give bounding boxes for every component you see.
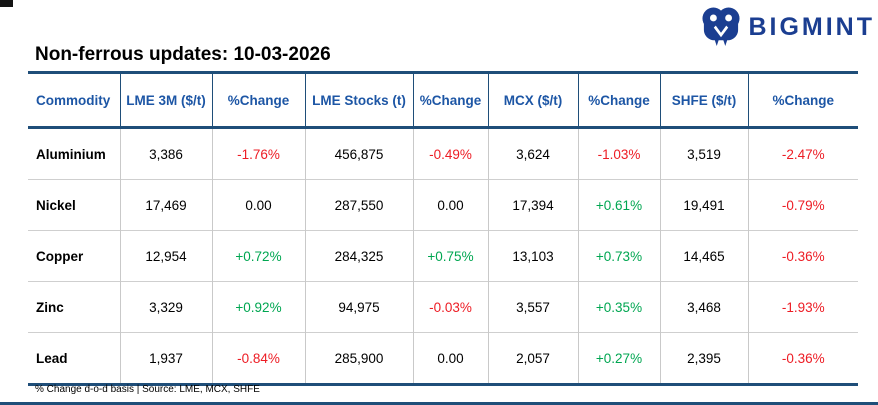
change-cell: -1.03%: [577, 127, 660, 180]
change-cell: 0.00: [211, 179, 305, 231]
change-cell: +0.61%: [577, 179, 660, 231]
commodity-cell: Aluminium: [36, 146, 106, 162]
change-cell: -1.93%: [747, 281, 858, 333]
value-cell: 14,465: [659, 230, 748, 282]
page-title: Non-ferrous updates: 10-03-2026: [35, 44, 331, 65]
col-header-mcx: MCX ($/t): [487, 74, 578, 129]
change-cell: +0.27%: [577, 332, 660, 386]
change-cell: -0.36%: [747, 230, 858, 282]
col-header-shfe-change: %Change: [747, 74, 858, 129]
value-cell: 3,557: [487, 281, 578, 333]
value-cell: 3,624: [487, 127, 578, 180]
change-cell: 0.00: [412, 179, 488, 231]
table-row-nickel: Nickel 17,469 0.00 287,550 0.00 17,394 +…: [28, 179, 858, 231]
value-cell: 3,468: [659, 281, 748, 333]
change-cell: +0.92%: [211, 281, 305, 333]
change-cell: -0.79%: [747, 179, 858, 231]
bottom-divider: [0, 402, 878, 405]
value-cell: 94,975: [304, 281, 413, 333]
commodity-cell: Lead: [28, 332, 120, 386]
col-header-lme-3m-change: %Change: [211, 74, 305, 129]
commodity-cell: Nickel: [28, 179, 120, 231]
change-cell: -0.49%: [412, 127, 488, 180]
change-cell: -0.03%: [412, 281, 488, 333]
value-cell: 284,325: [304, 230, 413, 282]
header-row: Commodity LME 3M ($/t) %Change LME Stock…: [28, 74, 858, 129]
commodity-table: Commodity LME 3M ($/t) %Change LME Stock…: [28, 74, 858, 386]
value-cell: 285,900: [304, 332, 413, 386]
table-row-aluminium: Aluminium 3,386 -1.76% 456,875 -0.49% 3,…: [28, 127, 858, 180]
value-cell: 2,395: [659, 332, 748, 386]
col-header-lme-stocks: LME Stocks (t): [304, 74, 413, 129]
bigmint-logo: BIGMINT: [702, 7, 875, 47]
value-cell: 287,550: [304, 179, 413, 231]
commodity-table-container: Commodity LME 3M ($/t) %Change LME Stock…: [28, 71, 858, 386]
change-cell: +0.75%: [412, 230, 488, 282]
value-cell: 456,875: [304, 127, 413, 180]
col-header-lme-3m: LME 3M ($/t): [119, 74, 212, 129]
value-cell: 17,394: [487, 179, 578, 231]
table-row-copper: Copper 12,954 +0.72% 284,325 +0.75% 13,1…: [28, 230, 858, 282]
commodity-cell: Copper: [28, 230, 120, 282]
change-cell: -0.84%: [211, 332, 305, 386]
table-row-lead: Lead 1,937 -0.84% 285,900 0.00 2,057 +0.…: [28, 332, 858, 386]
value-cell: 19,491: [659, 179, 748, 231]
value-cell: 2,057: [487, 332, 578, 386]
col-header-shfe: SHFE ($/t): [659, 74, 748, 129]
source-note: % Change d-o-d basis | Source: LME, MCX,…: [35, 384, 260, 395]
value-cell: 3,519: [659, 127, 748, 180]
change-cell: -1.76%: [211, 127, 305, 180]
col-header-lme-stocks-change: %Change: [412, 74, 488, 129]
value-cell: 12,954: [119, 230, 212, 282]
change-cell: +0.72%: [211, 230, 305, 282]
bigmint-m-icon: [702, 7, 740, 46]
value-cell: 3,329: [119, 281, 212, 333]
value-cell: 1,937: [119, 332, 212, 386]
col-header-mcx-change: %Change: [577, 74, 660, 129]
change-cell: 0.00: [412, 332, 488, 386]
value-cell: 17,469: [119, 179, 212, 231]
corner-artifact: [0, 0, 13, 7]
change-cell: +0.73%: [577, 230, 660, 282]
change-cell: +0.35%: [577, 281, 660, 333]
brand-name: BIGMINT: [748, 12, 875, 41]
value-cell: 13,103: [487, 230, 578, 282]
change-cell: -2.47%: [747, 127, 858, 180]
value-cell: 3,386: [119, 127, 212, 180]
change-cell: -0.36%: [747, 332, 858, 386]
table-row-zinc: Zinc 3,329 +0.92% 94,975 -0.03% 3,557 +0…: [28, 281, 858, 333]
col-header-commodity: Commodity: [28, 74, 120, 129]
commodity-cell: Zinc: [28, 281, 120, 333]
